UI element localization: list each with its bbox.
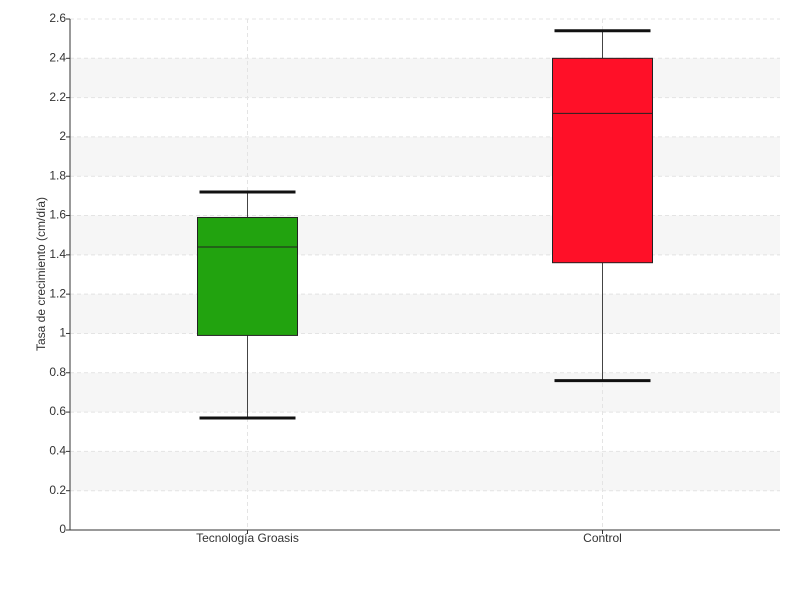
box <box>552 57 653 264</box>
y-tick-label: 1 <box>59 326 66 340</box>
y-tick-label: 0 <box>59 522 66 536</box>
grid-band <box>70 451 780 491</box>
y-tick-label: 1.4 <box>49 247 66 261</box>
grid-band <box>70 58 780 98</box>
y-tick-label: 0.8 <box>49 365 66 379</box>
y-tick-label: 2.6 <box>49 11 66 25</box>
x-tick-label: Control <box>583 531 622 545</box>
grid-band <box>70 294 780 334</box>
grid-band <box>70 136 780 177</box>
y-tick-label: 2.2 <box>49 90 66 104</box>
y-tick-label: 2.4 <box>49 50 66 64</box>
y-tick-label: 0.6 <box>49 404 66 418</box>
y-axis-label: Tasa de crecimiento (cm/día) <box>34 197 48 351</box>
grid-band <box>70 215 780 255</box>
grid-band <box>70 372 780 413</box>
y-tick-label: 1.8 <box>49 168 66 182</box>
y-tick-label: 0.4 <box>49 444 66 458</box>
y-tick-label: 1.2 <box>49 286 66 300</box>
y-tick-label: 1.6 <box>49 208 66 222</box>
x-tick-label: Tecnología Groasis <box>196 531 299 545</box>
y-tick-label: 0.2 <box>49 483 66 497</box>
box <box>197 217 298 336</box>
y-tick-label: 2 <box>59 129 66 143</box>
